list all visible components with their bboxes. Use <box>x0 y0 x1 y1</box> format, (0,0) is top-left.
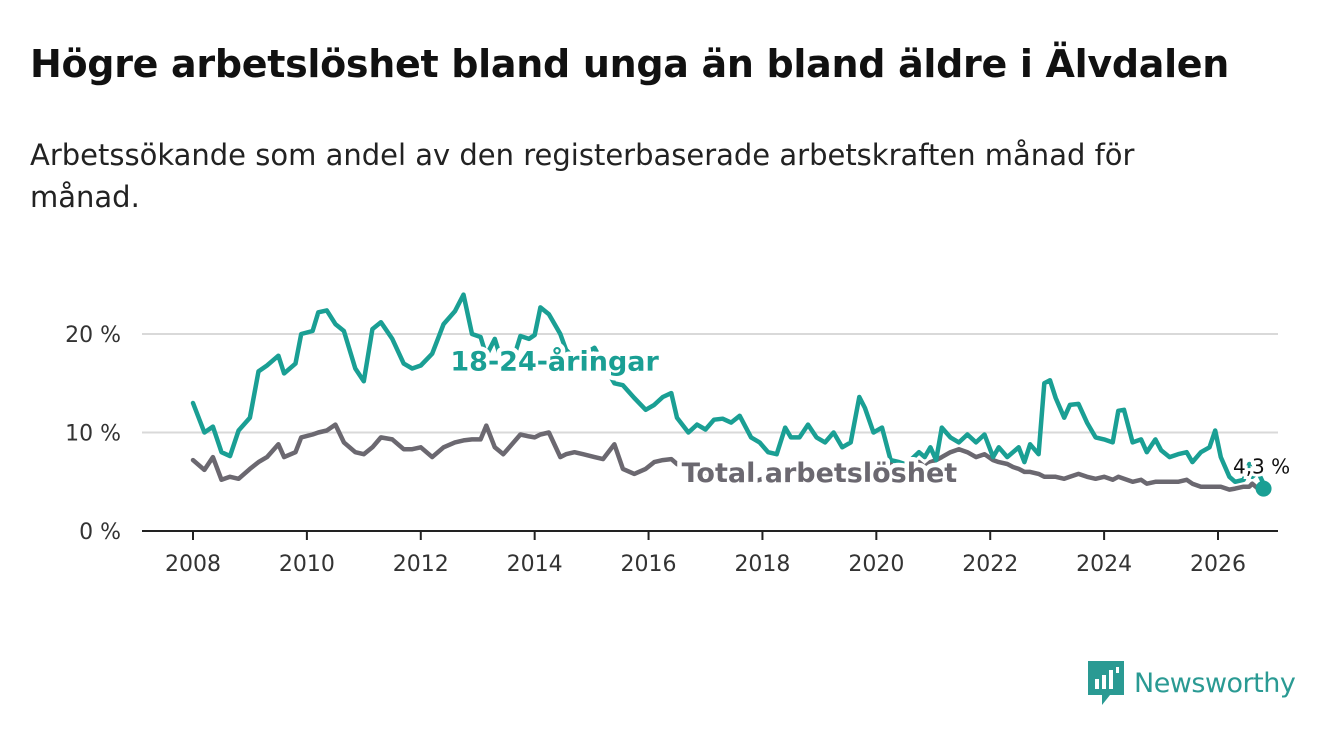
end-value-label: 4,3 % <box>1233 455 1290 479</box>
grid-lines <box>142 333 1278 434</box>
series-line-youth <box>190 292 1266 486</box>
x-tick-label: 2008 <box>165 552 221 577</box>
x-tick-label: 2020 <box>848 552 904 577</box>
labels: 18-24-åringar Total arbetslöshet 4,3 % <box>446 341 1293 493</box>
series-label-youth: 18-24-åringar <box>450 345 659 377</box>
bar-chart-logo-icon <box>1088 661 1124 705</box>
series-lines <box>190 292 1272 497</box>
x-tick-label: 2024 <box>1076 552 1132 577</box>
chart-subtitle: Arbetssökande som andel av den registerb… <box>30 138 1135 214</box>
x-tick-label: 2018 <box>734 552 790 577</box>
x-tick-label: 2022 <box>962 552 1018 577</box>
end-point-marker <box>1255 480 1272 497</box>
axes: 0 % 10 % 20 % 2008 2010 2012 2014 2016 2018 2020 2… <box>65 323 1278 577</box>
x-tick-label: 2026 <box>1190 552 1246 577</box>
x-tick-label: 2012 <box>393 552 449 577</box>
brand-name: Newsworthy <box>1134 667 1296 699</box>
series-label-total: Total arbetslöshet <box>682 458 958 489</box>
x-tick-label: 2014 <box>507 552 563 577</box>
y-tick-label: 20 % <box>65 323 121 348</box>
y-tick-label: 10 % <box>65 422 121 447</box>
x-tick-label: 2016 <box>621 552 677 577</box>
x-tick-label: 2010 <box>279 552 335 577</box>
brand-logo[interactable]: Newsworthy <box>1088 660 1296 706</box>
series-line-total <box>190 422 1266 492</box>
chart-title: Högre arbetslöshet bland unga än bland ä… <box>30 42 1230 86</box>
y-tick-label: 0 % <box>79 520 121 545</box>
